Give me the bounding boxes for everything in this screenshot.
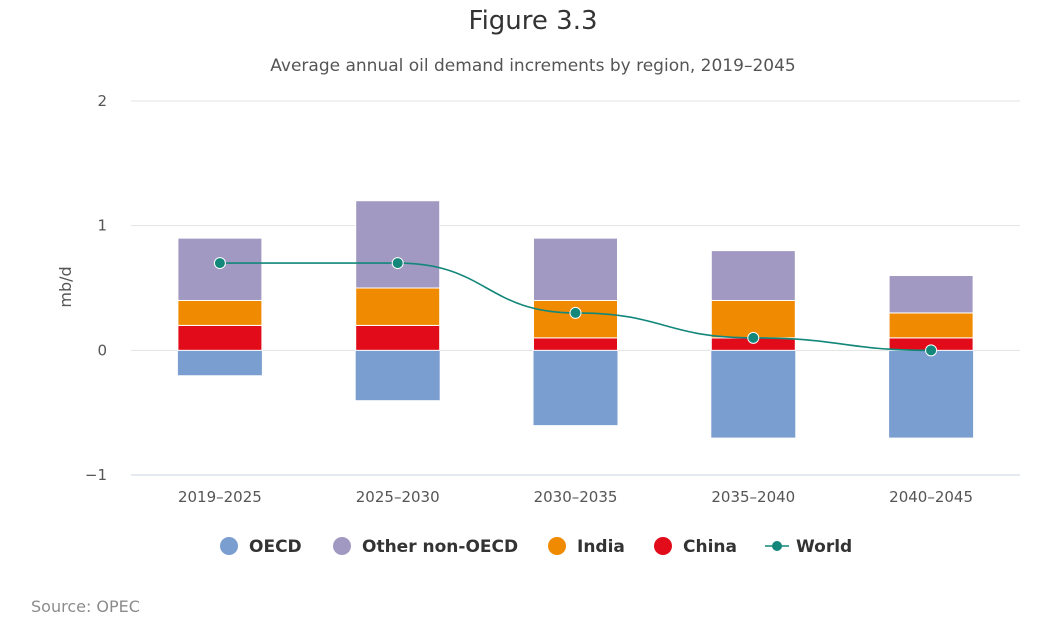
world-point (569, 306, 582, 319)
legend-swatch-other-non-oecd (333, 537, 351, 555)
bar-china (177, 324, 263, 351)
bar-china (355, 324, 441, 351)
bar-other-non-oecd (355, 200, 441, 289)
bar-oecd (711, 350, 796, 438)
bar-oecd (889, 350, 974, 438)
y-axis: 2 1 0 −1 (85, 92, 107, 484)
y-tick-label: −1 (85, 466, 107, 484)
world-line (213, 257, 938, 357)
source-note: Source: OPEC (31, 597, 140, 616)
y-axis-label: mb/d (56, 266, 75, 307)
bar-other-non-oecd (533, 237, 618, 301)
world-point (391, 257, 404, 270)
legend-label: India (577, 537, 625, 557)
bars (177, 200, 974, 438)
world-point (925, 344, 938, 357)
legend-label: China (683, 537, 737, 557)
x-tick-label: 2025–2030 (356, 488, 440, 506)
bar-china (533, 337, 618, 351)
bar-india (888, 312, 974, 339)
x-axis: 2019–2025 2025–2030 2030–2035 2035–2040 2040… (178, 488, 973, 506)
world-point (213, 257, 226, 270)
bar-india (355, 287, 441, 326)
bar-oecd (177, 350, 262, 376)
legend-swatch-oecd (220, 537, 238, 555)
bar-other-non-oecd (888, 275, 974, 314)
chart-title: Average annual oil demand increments by … (270, 56, 795, 76)
legend-swatch-china (654, 537, 672, 555)
figure-label: Figure 3.3 (469, 6, 598, 36)
bar-other-non-oecd (177, 237, 263, 301)
x-tick-label: 2040–2045 (889, 488, 973, 506)
legend-label: World (796, 537, 852, 557)
world-point (747, 331, 760, 344)
y-tick-label: 0 (97, 341, 107, 359)
bar-oecd (533, 350, 618, 426)
legend: OECD Other non-OECD India China World (220, 537, 852, 557)
bar-india (177, 299, 263, 326)
x-tick-label: 2030–2035 (534, 488, 618, 506)
x-tick-label: 2019–2025 (178, 488, 262, 506)
x-tick-label: 2035–2040 (711, 488, 795, 506)
legend-world-marker (772, 541, 782, 551)
legend-label: OECD (249, 537, 302, 557)
bar-oecd (355, 350, 440, 401)
bar-other-non-oecd (710, 250, 796, 301)
y-tick-label: 1 (97, 217, 107, 235)
bar-india (533, 299, 618, 339)
y-tick-label: 2 (97, 92, 107, 110)
legend-label: Other non-OECD (362, 537, 518, 557)
legend-swatch-india (548, 537, 566, 555)
